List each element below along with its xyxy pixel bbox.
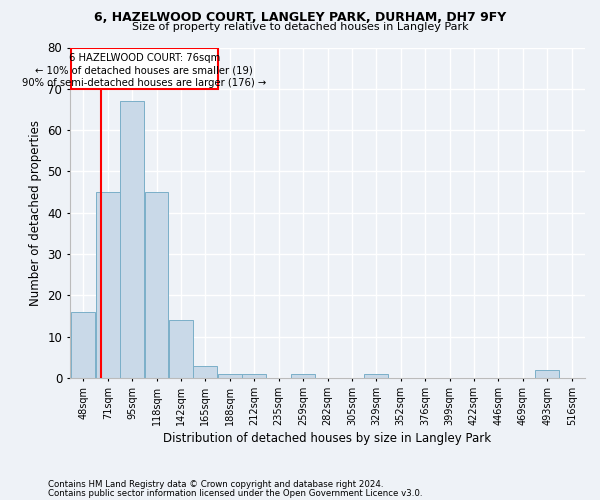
Text: Size of property relative to detached houses in Langley Park: Size of property relative to detached ho…: [131, 22, 469, 32]
Bar: [71, 312, 95, 378]
Bar: [96, 192, 119, 378]
Bar: [145, 192, 169, 378]
Text: 90% of semi-detached houses are larger (176) →: 90% of semi-detached houses are larger (…: [22, 78, 266, 88]
Bar: [193, 366, 217, 378]
Bar: [120, 101, 144, 378]
Bar: [242, 374, 266, 378]
Bar: [535, 370, 559, 378]
Text: ← 10% of detached houses are smaller (19): ← 10% of detached houses are smaller (19…: [35, 65, 253, 75]
Y-axis label: Number of detached properties: Number of detached properties: [29, 120, 42, 306]
FancyBboxPatch shape: [71, 48, 218, 89]
X-axis label: Distribution of detached houses by size in Langley Park: Distribution of detached houses by size …: [163, 432, 491, 445]
Text: 6 HAZELWOOD COURT: 76sqm: 6 HAZELWOOD COURT: 76sqm: [69, 53, 220, 63]
Bar: [291, 374, 315, 378]
Text: Contains HM Land Registry data © Crown copyright and database right 2024.: Contains HM Land Registry data © Crown c…: [48, 480, 383, 489]
Bar: [364, 374, 388, 378]
Bar: [218, 374, 242, 378]
Text: Contains public sector information licensed under the Open Government Licence v3: Contains public sector information licen…: [48, 488, 422, 498]
Bar: [169, 320, 193, 378]
Text: 6, HAZELWOOD COURT, LANGLEY PARK, DURHAM, DH7 9FY: 6, HAZELWOOD COURT, LANGLEY PARK, DURHAM…: [94, 11, 506, 24]
